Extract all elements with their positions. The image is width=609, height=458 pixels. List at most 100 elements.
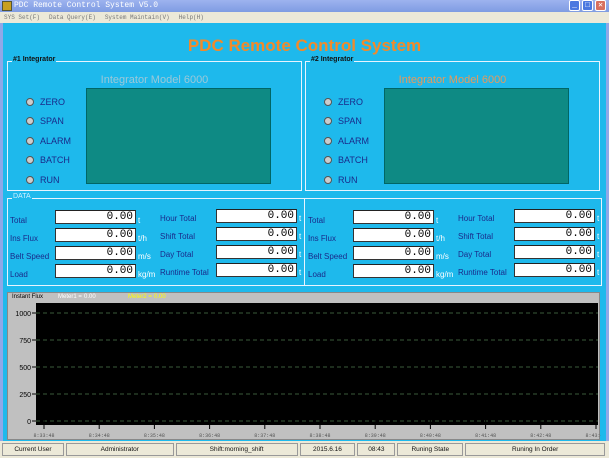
led-indicator-icon xyxy=(324,175,332,184)
integrator-label: #1 Integrator xyxy=(12,56,57,63)
data-value-field[interactable]: 0.00 xyxy=(216,209,297,223)
x-tick-label: 8:40:48 xyxy=(420,433,441,439)
led-label: ZERO xyxy=(40,96,66,107)
window-title: PDC Remote Control System V5.0 xyxy=(14,1,159,10)
x-tick-label: 8:42:48 xyxy=(530,433,551,439)
data-value-field[interactable]: 0.00 xyxy=(216,263,297,277)
led-zero: ZERO xyxy=(324,92,369,112)
date-status: 2015.6.16 xyxy=(299,443,356,456)
led-run: RUN xyxy=(324,170,369,190)
x-tick-label: 8:38:48 xyxy=(309,433,330,439)
data-value-field[interactable]: 0.00 xyxy=(55,228,136,242)
data-label: Shift Total xyxy=(160,232,195,241)
data-value-field[interactable]: 0.00 xyxy=(514,263,595,277)
y-tick-label: 250 xyxy=(19,392,31,399)
app-icon xyxy=(2,1,12,11)
data-unit: t/h xyxy=(436,234,445,243)
led-zero: ZERO xyxy=(26,92,71,112)
data-value-field[interactable]: 0.00 xyxy=(55,210,136,224)
chart-svg: 0 250 500 750 1000 8:33:48 8:34:48 8:35:48 8:36:… xyxy=(15,303,601,439)
integrator-display xyxy=(86,88,271,184)
x-tick-label: 8:36:48 xyxy=(199,433,220,439)
x-tick-label: 8:35:48 xyxy=(144,433,165,439)
integrator-model: Integrator Model 6000 xyxy=(100,74,209,86)
data-label: Total xyxy=(308,216,325,225)
chart-title: Instant Flux xyxy=(12,294,44,300)
x-tick-label: 8:34:48 xyxy=(89,433,110,439)
led-label: ALARM xyxy=(338,135,370,146)
data-label: Hour Total xyxy=(160,214,197,223)
data-value-field[interactable]: 0.00 xyxy=(353,246,434,260)
data-value-field[interactable]: 0.00 xyxy=(514,227,595,241)
data-unit: t xyxy=(597,232,600,241)
data-unit: t xyxy=(299,250,302,259)
data-unit: t xyxy=(597,214,600,223)
status-bar: Current User Administrator Shift:morning_s… xyxy=(0,441,609,458)
led-span: SPAN xyxy=(26,112,71,132)
led-indicator-icon xyxy=(26,97,34,106)
data-value-field[interactable]: 0.00 xyxy=(216,227,297,241)
minimize-button[interactable]: _ xyxy=(569,0,580,11)
maximize-button[interactable]: □ xyxy=(582,0,593,11)
data-value-field[interactable]: 0.00 xyxy=(514,245,595,259)
x-tick-label: 8:41:48 xyxy=(475,433,496,439)
legend-value: 0.00 xyxy=(154,294,166,300)
led-label: BATCH xyxy=(40,155,70,166)
data-value-field[interactable]: 0.00 xyxy=(55,264,136,278)
led-alarm: ALARM xyxy=(26,131,71,151)
menu-sys-set[interactable]: SYS Set(F) xyxy=(4,14,41,21)
menu-data-query[interactable]: Data Query(E) xyxy=(49,14,96,21)
data-label: Ins Flux xyxy=(308,234,337,243)
data-label: Belt Speed xyxy=(308,252,348,261)
running-state-value: Runing In Order xyxy=(465,443,605,456)
data-label: Shift Total xyxy=(458,232,493,241)
running-state-label: Runing State xyxy=(397,443,464,456)
led-run: RUN xyxy=(26,170,71,190)
led-indicator-icon xyxy=(324,97,332,106)
data-unit: t xyxy=(597,250,600,259)
data-value-field[interactable]: 0.00 xyxy=(353,210,434,224)
led-indicator-icon xyxy=(26,175,34,184)
led-label: RUN xyxy=(338,174,358,185)
instant-flux-chart: Instant Flux Meter1 = 0.00 Meter2 = 0.00 0 250… xyxy=(7,292,601,440)
data-value-field[interactable]: 0.00 xyxy=(514,209,595,223)
data-value-field[interactable]: 0.00 xyxy=(55,246,136,260)
close-button[interactable]: ✕ xyxy=(595,0,606,11)
plot-area xyxy=(36,303,598,425)
x-tick-label: 8:43:48 xyxy=(585,433,601,439)
main-panel: PDC Remote Control System #1 Integrator I… xyxy=(3,23,606,441)
data-label: DATA xyxy=(12,193,32,200)
led-label: BATCH xyxy=(338,155,368,166)
led-list: ZERO SPAN ALARM BATCH RUN xyxy=(324,92,369,190)
data-unit: m/s xyxy=(138,252,151,261)
data-unit: t xyxy=(299,232,302,241)
shift-status: Shift:morning_shift xyxy=(175,443,298,456)
legend-value: 0.00 xyxy=(84,294,96,300)
menu-bar: SYS Set(F) Data Query(E) System Maintain… xyxy=(0,12,609,23)
current-user-label: Current User xyxy=(2,443,64,456)
time-status: 08:43 xyxy=(357,443,396,456)
data-value-field[interactable]: 0.00 xyxy=(216,245,297,259)
data-value-field[interactable]: 0.00 xyxy=(353,228,434,242)
data-label: Runtime Total xyxy=(160,268,209,277)
data-unit: kg/m xyxy=(138,270,156,279)
title-bar: PDC Remote Control System V5.0 _ □ ✕ xyxy=(0,0,609,12)
app-title: PDC Remote Control System xyxy=(187,36,422,55)
data-unit: t/h xyxy=(138,234,147,243)
led-span: SPAN xyxy=(324,112,369,132)
y-tick-label: 0 xyxy=(27,419,31,426)
menu-system-maintain[interactable]: System Maintain(V) xyxy=(104,14,170,21)
data-label: Belt Speed xyxy=(10,252,50,261)
data-label: Load xyxy=(10,270,28,279)
panel-divider xyxy=(304,199,305,285)
data-unit: t xyxy=(299,268,302,277)
led-alarm: ALARM xyxy=(324,131,369,151)
led-batch: BATCH xyxy=(26,151,71,171)
data-unit: t xyxy=(597,268,600,277)
data-unit: t xyxy=(436,216,439,225)
led-indicator-icon xyxy=(26,136,34,145)
menu-help[interactable]: Help(H) xyxy=(178,14,204,21)
data-value-field[interactable]: 0.00 xyxy=(353,264,434,278)
integrator-panel: #1 Integrator Integrator Model 6000 ZERO SP… xyxy=(7,56,302,191)
data-unit: kg/m xyxy=(436,270,454,279)
